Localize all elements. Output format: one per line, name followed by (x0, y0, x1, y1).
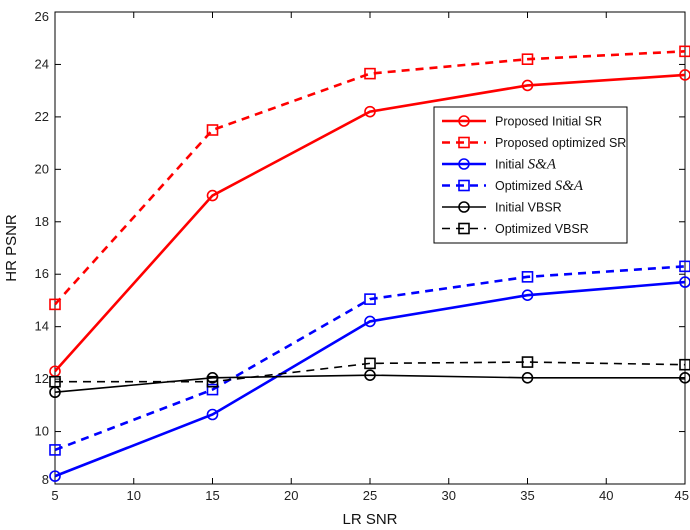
legend-item: Proposed Initial SR (442, 115, 602, 129)
legend-label-text: Optimized (495, 179, 555, 193)
data-point (521, 271, 534, 283)
data-point (521, 53, 534, 66)
legend-label: Initial S&A (495, 157, 557, 173)
y-tick-label: 16 (35, 266, 49, 281)
legend-item: Initial VBSR (442, 201, 562, 215)
series-line (54, 265, 686, 452)
axis-ticks: 5 10 15 20 25 30 35 40 45 8 10 12 14 16 18 20 22 24 26 (35, 9, 689, 503)
legend-marker (458, 222, 470, 235)
legend-label-italic: S&A (555, 178, 584, 194)
y-tick-label: 26 (35, 9, 49, 24)
data-point (206, 375, 219, 388)
y-axis-label: HR PSNR (3, 214, 20, 282)
y-tick-label: 20 (35, 161, 49, 176)
data-point (49, 444, 61, 456)
x-tick-label: 35 (520, 488, 534, 503)
series-line (54, 73, 686, 373)
data-point (49, 470, 61, 482)
series-0 (49, 69, 690, 378)
legend-label-text: Initial VBSR (495, 201, 562, 215)
data-point (679, 276, 690, 288)
legend: Proposed Initial SR Proposed optimized SR… (433, 106, 628, 244)
y-tick-label: 8 (42, 472, 49, 487)
data-point (521, 356, 534, 368)
y-tick-label: 14 (35, 319, 49, 334)
x-tick-label: 25 (363, 488, 377, 503)
legend-item: Optimized S&A (442, 178, 584, 194)
series-line (55, 361, 686, 383)
data-point (49, 298, 61, 311)
legend-label: Proposed Initial SR (495, 115, 602, 129)
legend-label-text: Optimized VBSR (495, 222, 589, 236)
data-point (679, 69, 690, 81)
legend-label: Initial VBSR (495, 201, 562, 215)
series-layer (49, 45, 690, 482)
legend-marker (458, 201, 470, 213)
y-tick-label: 12 (35, 371, 49, 386)
x-tick-label: 10 (127, 488, 141, 503)
data-point (679, 358, 690, 371)
data-point (521, 289, 534, 302)
legend-label-italic: S&A (528, 157, 557, 173)
data-point (364, 105, 376, 118)
legend-label-text: Proposed optimized SR (495, 136, 626, 150)
plot-area (54, 11, 686, 485)
legend-label-text: Proposed Initial SR (495, 115, 602, 129)
y-tick-label: 22 (35, 109, 49, 124)
legend-label: Proposed optimized SR (495, 136, 626, 150)
data-point (364, 67, 376, 80)
x-tick-label: 40 (599, 488, 613, 503)
data-point (364, 357, 376, 370)
legend-item: Initial S&A (442, 157, 557, 173)
legend-label-text: Initial (495, 158, 528, 172)
series-1 (49, 45, 690, 311)
legend-marker (458, 136, 470, 149)
legend-label: Optimized S&A (495, 178, 584, 194)
data-point (521, 79, 534, 92)
series-line (54, 50, 686, 306)
y-tick-label: 24 (35, 56, 49, 71)
legend-marker (458, 179, 470, 192)
legend-item: Proposed optimized SR (442, 136, 626, 150)
data-point (206, 408, 219, 421)
legend-item: Optimized VBSR (442, 222, 589, 236)
x-tick-label: 5 (51, 488, 58, 503)
y-tick-label: 10 (35, 424, 49, 439)
series-3 (49, 260, 690, 456)
data-point (49, 375, 61, 388)
x-axis-label: LR SNR (342, 511, 397, 528)
legend-label: Optimized VBSR (495, 222, 589, 236)
legend-box (433, 106, 628, 244)
series-2 (49, 276, 690, 482)
y-tick-label: 18 (35, 214, 49, 229)
series-line (54, 374, 685, 394)
data-point (364, 369, 376, 381)
x-tick-label: 15 (205, 488, 219, 503)
legend-marker (458, 115, 470, 127)
data-point (521, 371, 534, 384)
x-tick-label: 30 (442, 488, 456, 503)
data-point (206, 124, 219, 136)
data-point (206, 189, 219, 202)
legend-marker (458, 158, 470, 170)
data-point (679, 260, 690, 273)
data-point (679, 45, 690, 58)
data-point (679, 372, 690, 384)
data-point (364, 315, 376, 328)
x-tick-label: 20 (284, 488, 298, 503)
data-point (206, 383, 219, 396)
series-line (54, 280, 686, 478)
x-tick-label: 45 (675, 488, 689, 503)
series-5 (49, 356, 690, 388)
data-point (364, 293, 376, 305)
